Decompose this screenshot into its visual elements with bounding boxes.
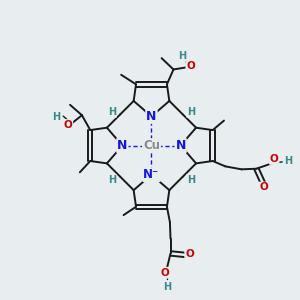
Text: N: N: [146, 110, 157, 123]
Text: H: H: [108, 175, 116, 185]
Text: H: H: [284, 156, 292, 166]
Text: O: O: [270, 154, 279, 164]
Text: N: N: [176, 139, 186, 152]
Text: O: O: [64, 120, 72, 130]
Text: Cu: Cu: [143, 139, 160, 152]
Text: N: N: [117, 139, 128, 152]
Text: N⁻: N⁻: [143, 168, 160, 181]
Text: H: H: [178, 51, 186, 61]
Text: H: H: [108, 107, 116, 117]
Text: H: H: [163, 282, 171, 292]
Text: O: O: [260, 182, 268, 193]
Text: H: H: [187, 175, 195, 185]
Text: H: H: [52, 112, 60, 122]
Text: O: O: [161, 268, 170, 278]
Text: O: O: [185, 249, 194, 259]
Text: H: H: [187, 107, 195, 117]
Text: O: O: [186, 61, 195, 71]
